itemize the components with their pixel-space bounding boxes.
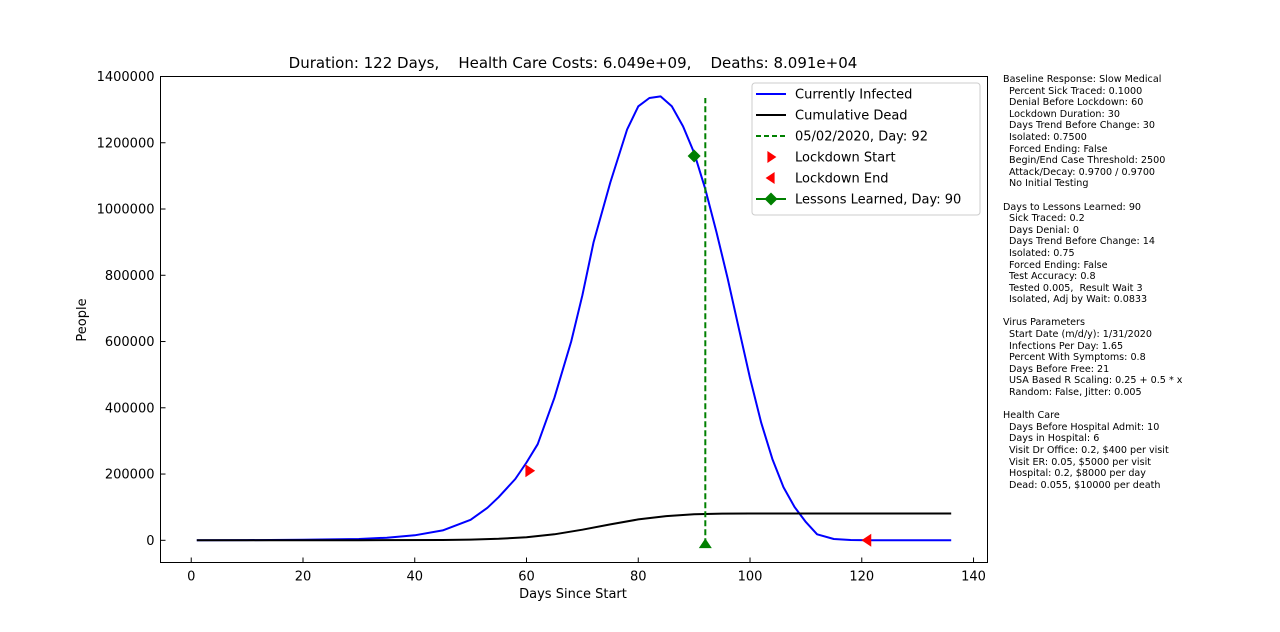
param-item: Start Date (m/d/y): 1/31/2020: [1009, 329, 1153, 341]
param-item: Forced Ending: False: [1009, 143, 1108, 155]
param-section: Virus Parameters Start Date (m/d/y): 1/31…: [1003, 317, 1273, 398]
param-item: No Initial Testing: [1009, 178, 1089, 190]
param-item: Forced Ending: False: [1009, 259, 1108, 271]
plot-frame: [160, 76, 988, 563]
param-section: Health Care Days Before Hospital Admit: 1…: [1003, 410, 1273, 491]
param-item: Days Trend Before Change: 30: [1009, 120, 1155, 132]
param-item: Visit Dr Office: 0.2, $400 per visit: [1009, 445, 1169, 456]
x-tick-label: 0: [187, 570, 195, 585]
x-tick-label: 100: [738, 570, 763, 585]
legend-lockdown-start-marker: [767, 151, 777, 163]
param-item: Visit ER: 0.05, $5000 per visit: [1009, 456, 1151, 468]
param-section: Baseline Response: Slow Medical Percent S…: [1003, 74, 1273, 190]
param-item: Infections Per Day: 1.65: [1009, 340, 1124, 352]
param-section-header: Health Care: [1003, 410, 1060, 422]
x-tick-label: 60: [518, 570, 535, 585]
param-item: Days Denial: 0: [1009, 224, 1079, 236]
param-section-header: Virus Parameters: [1003, 317, 1086, 329]
param-item: Days Before Free: 21: [1009, 363, 1110, 375]
param-item: Denial Before Lockdown: 60: [1009, 97, 1144, 109]
x-tick-label: 20: [295, 570, 312, 585]
y-axis-label: People: [75, 298, 90, 341]
legend-lockdown-end-label: Lockdown End: [795, 172, 889, 187]
param-item: Percent Sick Traced: 0.1000: [1009, 85, 1143, 97]
param-item: Isolated: 0.7500: [1009, 131, 1087, 143]
param-section: Days to Lessons Learned: 90 Sick Traced: …: [1003, 202, 1273, 306]
y-tick-label: 400000: [105, 401, 155, 416]
param-section-header: Baseline Response: Slow Medical: [1003, 74, 1162, 85]
y-tick-label: 200000: [105, 468, 155, 483]
param-item: Isolated, Adj by Wait: 0.0833: [1009, 294, 1148, 306]
legend-cumulative-dead-label: Cumulative Dead: [795, 109, 908, 124]
param-item: Days in Hospital: 6: [1009, 433, 1100, 445]
y-tick-label: 0: [146, 534, 154, 549]
y-tick-label: 1200000: [97, 136, 155, 151]
lockdown-start-marker: [525, 464, 536, 478]
lessons-learned-day-90-marker: [687, 149, 701, 163]
param-item: Tested 0.005, Result Wait 3: [1009, 282, 1143, 294]
param-item: Test Accuracy: 0.8: [1009, 271, 1096, 283]
lockdown-end-marker: [861, 533, 872, 547]
day-marker-marker: [698, 538, 712, 549]
legend-lockdown-end-marker: [765, 172, 775, 184]
y-tick-label: 1400000: [97, 70, 155, 85]
param-item: Dead: 0.055, $10000 per death: [1009, 479, 1161, 491]
legend-currently-infected-label: Currently Infected: [795, 88, 912, 103]
legend-box: [751, 82, 981, 216]
x-axis-label: Days Since Start: [519, 587, 627, 602]
y-tick-label: 1000000: [97, 203, 155, 218]
legend: Currently Infected Cumulative Dead 05/02/2…: [751, 82, 981, 216]
legend-lessons-learned-day-90-label: Lessons Learned, Day: 90: [795, 193, 961, 208]
legend-lockdown-start-label: Lockdown Start: [795, 151, 896, 166]
series-currently-infected-line: [196, 95, 952, 542]
param-item: Hospital: 0.2, $8000 per day: [1009, 468, 1146, 480]
parameter-panel: Baseline Response: Slow Medical Percent S…: [1003, 74, 1273, 503]
param-item: USA Based R Scaling: 0.25 + 0.5 * x: [1009, 375, 1183, 387]
param-item: Lockdown Duration: 30: [1009, 108, 1120, 120]
param-item: Days Before Hospital Admit: 10: [1009, 421, 1160, 433]
param-item: Percent With Symptoms: 0.8: [1009, 352, 1146, 364]
x-tick-label: 80: [630, 570, 647, 585]
param-item: Random: False, Jitter: 0.005: [1009, 387, 1142, 399]
x-axis: 0 20 40 60 80 100 120 140: [187, 557, 986, 585]
legend-lessons-learned-day-90-marker: [764, 192, 778, 206]
x-tick-label: 40: [406, 570, 423, 585]
plot-area: [196, 95, 952, 549]
param-item: Begin/End Case Threshold: 2500: [1009, 155, 1166, 167]
chart-title: Duration: 122 Days, Health Care Costs: 6…: [289, 54, 858, 72]
y-tick-label: 800000: [105, 269, 155, 284]
series-cumulative-dead-line: [196, 512, 952, 542]
param-item: Isolated: 0.75: [1009, 247, 1075, 259]
x-tick-label: 140: [961, 570, 986, 585]
y-axis: 0 200000 400000 600000 800000 1000000 1200000 1…: [97, 70, 166, 549]
y-tick-label: 600000: [105, 335, 155, 350]
param-section-header: Days to Lessons Learned: 90: [1003, 201, 1142, 213]
param-item: Sick Traced: 0.2: [1009, 213, 1085, 225]
param-item: Attack/Decay: 0.9700 / 0.9700: [1009, 166, 1156, 178]
legend-05-02-2020-day-92-label: 05/02/2020, Day: 92: [795, 130, 928, 145]
param-item: Days Trend Before Change: 14: [1009, 236, 1155, 248]
x-tick-label: 120: [849, 570, 874, 585]
